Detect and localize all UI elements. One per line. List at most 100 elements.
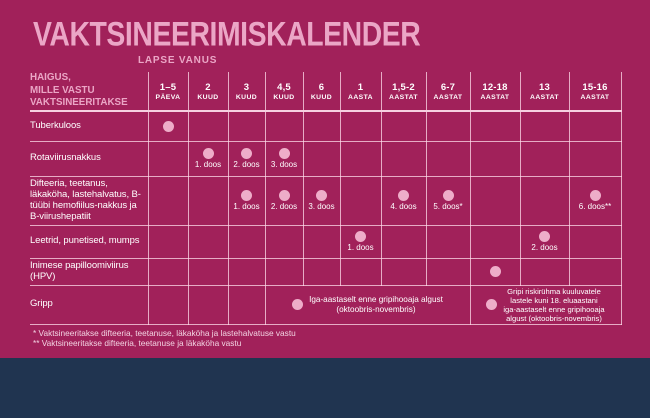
dose-dot-icon (589, 190, 601, 202)
flu-risk-group-note-cell: Gripi riskirühma kuuluvatele lastele kun… (469, 284, 622, 326)
age-unit: KUUD (197, 93, 219, 101)
corner-line: MILLE VASTU (30, 84, 95, 96)
empty-cell (380, 224, 427, 259)
age-unit: AASTA (348, 93, 373, 101)
empty-cell (147, 140, 189, 177)
empty-cell (227, 224, 266, 259)
empty-cell (187, 110, 229, 142)
dose-dot-icon (442, 190, 454, 202)
age-value: 1,5-2 (392, 81, 415, 93)
age-column-header: 1–5 PÄEVA (147, 72, 189, 113)
empty-cell (519, 110, 570, 142)
dose-dot-icon (292, 299, 304, 311)
empty-cell (187, 175, 229, 226)
dose-cell: 2. doos (519, 224, 570, 259)
dose-cell (147, 110, 189, 142)
empty-cell (568, 224, 622, 259)
dose-label: 6. doos** (578, 202, 612, 212)
dose-cell: 3. doos (302, 175, 341, 226)
empty-cell (227, 110, 266, 142)
age-unit: AASTAT (433, 93, 463, 101)
dose-cell: 4. doos (380, 175, 427, 226)
empty-cell (147, 284, 189, 326)
footer-bar: TERVISEKASSA Küsimuste korral võta ühend… (0, 358, 650, 418)
dose-label: 1. doos (233, 202, 260, 212)
age-column-header: 4,5 KUUD (264, 72, 304, 113)
empty-cell (339, 175, 382, 226)
empty-cell (469, 175, 521, 226)
age-column-header: 1 AASTA (339, 72, 382, 113)
age-value: 3 (243, 81, 250, 93)
corner-header: HAIGUS, MILLE VASTU VAKTSINEERITAKSE (30, 72, 149, 113)
dose-dot-icon (202, 148, 214, 160)
footnote-line: * Vaktsineeritakse difteeria, teetanuse,… (33, 328, 296, 338)
age-unit: AASTAT (580, 93, 610, 101)
empty-cell (147, 175, 189, 226)
empty-cell (339, 140, 382, 177)
age-value: 6-7 (440, 81, 456, 93)
empty-cell (380, 140, 427, 177)
dose-dot-icon (539, 231, 550, 243)
empty-cell (568, 257, 622, 286)
age-unit: AASTAT (480, 93, 510, 101)
empty-cell (264, 257, 304, 286)
age-value: 1 (357, 81, 364, 93)
dose-dot-icon (489, 265, 501, 277)
dose-label: 5. doos* (433, 202, 463, 212)
age-column-header: 15-16 AASTAT (568, 72, 622, 113)
dose-cell: 2. doos (227, 140, 266, 177)
table-row-tuberkuloos: Tuberkuloos (30, 110, 622, 142)
flu-risk-group-note: Gripi riskirühma kuuluvatele lastele kun… (503, 286, 605, 324)
dose-label: 2. doos (233, 160, 260, 170)
age-value: 13 (539, 81, 550, 93)
dose-dot-icon (278, 148, 290, 160)
dose-label: 2. doos (270, 202, 298, 212)
disease-label: Tuberkuloos (30, 110, 149, 142)
empty-cell (568, 110, 622, 142)
dose-label: 1. doos (347, 243, 374, 253)
empty-cell (339, 257, 382, 286)
flu-annual-note-cell: Iga-aastaselt enne gripihooaja algust (o… (264, 284, 471, 326)
page-title: VAKTSINEERIMISKALENDER (33, 14, 421, 53)
dose-dot-icon (355, 231, 366, 243)
empty-cell (519, 175, 570, 226)
footnote-line: ** Vaktsineeritakse difteeria, teetanuse… (33, 338, 242, 349)
empty-cell (425, 110, 471, 142)
age-value: 6 (318, 81, 325, 93)
dose-label: 4. doos (390, 202, 417, 212)
dose-cell: 6. doos** (568, 175, 622, 226)
dose-cell (469, 257, 521, 286)
age-unit: KUUD (273, 93, 295, 101)
age-column-header: 1,5-2 AASTAT (380, 72, 427, 113)
empty-cell (187, 284, 229, 326)
dose-label: 2. doos (531, 243, 558, 253)
empty-cell (380, 110, 427, 142)
empty-cell (302, 224, 341, 259)
dose-cell: 2. doos (264, 175, 304, 226)
flu-annual-note: Iga-aastaselt enne gripihooaja algust (o… (309, 294, 443, 314)
dose-cell: 1. doos (339, 224, 382, 259)
disease-label: Gripp (30, 284, 149, 326)
empty-cell (227, 257, 266, 286)
dose-dot-icon (241, 190, 252, 202)
age-value: 12-18 (482, 81, 508, 93)
age-value: 15-16 (582, 81, 608, 93)
table-row-hpv: Inimese papilloomiviirus (HPV) (30, 257, 622, 286)
table-row-rotaviirus: Rotaviirusnakkus 1. doos 2. doos 3. doos (30, 140, 622, 177)
empty-cell (302, 140, 341, 177)
dose-dot-icon (278, 190, 290, 202)
age-value: 2 (205, 81, 211, 93)
age-unit: AASTAT (389, 93, 418, 101)
age-unit: AASTAT (530, 93, 559, 101)
empty-cell (147, 224, 189, 259)
dose-dot-icon (316, 190, 327, 202)
dose-dot-icon (241, 148, 252, 160)
table-row-difteeria: Difteeria, teetanus, läkaköha, lastehalv… (30, 175, 622, 226)
disease-label: Rotaviirusnakkus (30, 140, 149, 177)
dose-cell: 1. doos (187, 140, 229, 177)
table-row-leetrid: Leetrid, punetised, mumps 1. doos 2. doo… (30, 224, 622, 259)
empty-cell (425, 224, 471, 259)
empty-cell (147, 257, 189, 286)
dose-cell: 3. doos (264, 140, 304, 177)
